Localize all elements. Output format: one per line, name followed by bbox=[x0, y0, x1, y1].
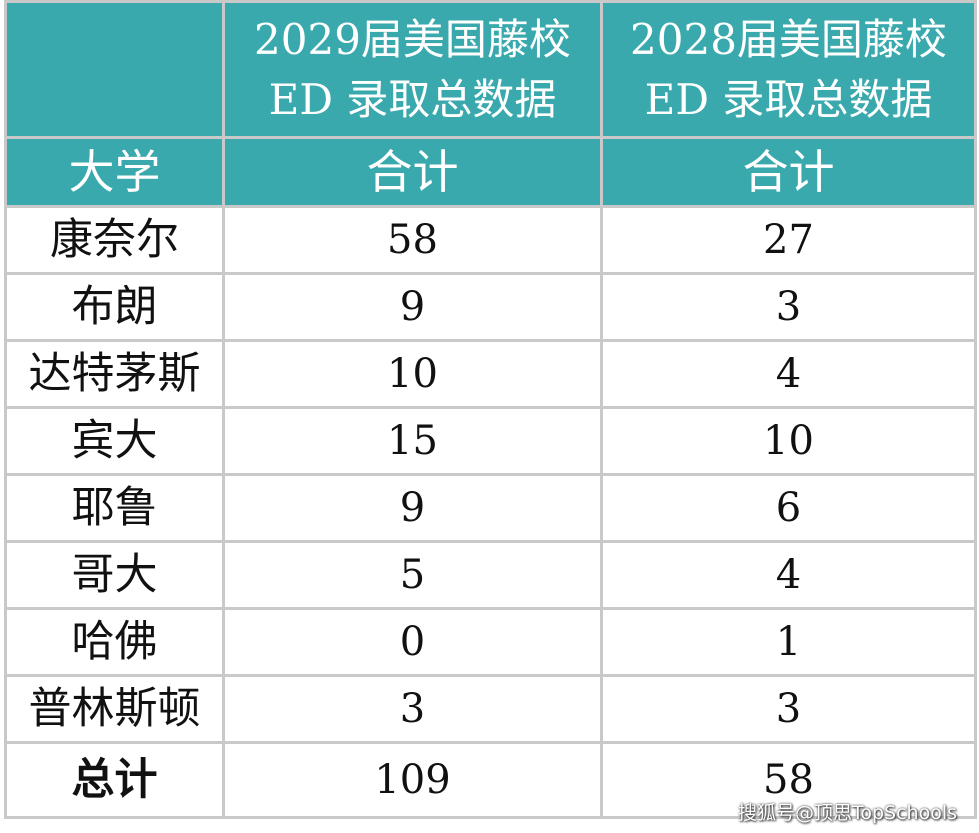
value-2028: 4 bbox=[775, 351, 802, 397]
table-row: 普林斯顿 3 3 bbox=[4, 674, 977, 744]
school-name: 耶鲁 bbox=[71, 483, 158, 533]
total-2028: 58 bbox=[763, 757, 814, 803]
watermark: 搜狐号@顶思TopSchools bbox=[737, 802, 957, 824]
table-row: 耶鲁 9 6 bbox=[4, 473, 977, 543]
header-2029-line1: 2029届美国藤校 bbox=[254, 14, 571, 64]
total-row: 总计 109 58 bbox=[4, 741, 977, 819]
table-row: 达特茅斯 10 4 bbox=[4, 339, 977, 409]
header-school-cell: 大学 bbox=[4, 136, 225, 208]
value-2028-cell: 1 bbox=[600, 607, 977, 677]
total-2029-cell: 109 bbox=[222, 741, 603, 819]
value-2028-cell: 10 bbox=[600, 406, 977, 476]
school-name-cell: 达特茅斯 bbox=[4, 339, 225, 409]
header-2028-cell: 2028届美国藤校 ED 录取总数据 bbox=[600, 0, 977, 139]
value-2029: 58 bbox=[387, 217, 438, 263]
header-2029-cell: 2029届美国藤校 ED 录取总数据 bbox=[222, 0, 603, 139]
value-2029: 5 bbox=[399, 552, 426, 598]
school-name: 普林斯顿 bbox=[28, 684, 201, 734]
header-2028-sub-label: 合计 bbox=[742, 145, 835, 199]
header-2029-sub-cell: 合计 bbox=[222, 136, 603, 208]
table-row: 宾大 15 10 bbox=[4, 406, 977, 476]
header-row-titles: 2029届美国藤校 ED 录取总数据 2028届美国藤校 ED 录取总数据 bbox=[4, 0, 977, 139]
value-2028: 10 bbox=[763, 418, 814, 464]
value-2028-cell: 3 bbox=[600, 272, 977, 342]
school-name-cell: 哥大 bbox=[4, 540, 225, 610]
header-2028-sub-cell: 合计 bbox=[600, 136, 977, 208]
value-2029: 9 bbox=[399, 485, 426, 531]
school-name: 哈佛 bbox=[71, 617, 158, 667]
value-2028: 3 bbox=[775, 686, 802, 732]
school-name: 康奈尔 bbox=[50, 215, 179, 265]
ed-admissions-table: 2029届美国藤校 ED 录取总数据 2028届美国藤校 ED 录取总数据 大学… bbox=[4, 0, 977, 819]
total-label-cell: 总计 bbox=[4, 741, 225, 819]
header-2029-sub-label: 合计 bbox=[366, 145, 459, 199]
value-2029-cell: 9 bbox=[222, 473, 603, 543]
value-2028-cell: 3 bbox=[600, 674, 977, 744]
value-2029: 0 bbox=[399, 619, 426, 665]
header-school-label: 大学 bbox=[68, 145, 161, 199]
header-2029-line2: ED 录取总数据 bbox=[268, 74, 557, 124]
total-2029: 109 bbox=[374, 757, 451, 803]
header-2028-line1: 2028届美国藤校 bbox=[630, 14, 947, 64]
header-corner-cell bbox=[4, 0, 225, 139]
school-name: 宾大 bbox=[71, 416, 158, 466]
value-2029: 3 bbox=[399, 686, 426, 732]
value-2028: 3 bbox=[775, 284, 802, 330]
school-name: 哥大 bbox=[71, 550, 158, 600]
value-2029-cell: 3 bbox=[222, 674, 603, 744]
header-2028-line2: ED 录取总数据 bbox=[644, 74, 933, 124]
table-row: 哥大 5 4 bbox=[4, 540, 977, 610]
value-2028: 27 bbox=[763, 217, 814, 263]
school-name-cell: 康奈尔 bbox=[4, 205, 225, 275]
value-2029-cell: 10 bbox=[222, 339, 603, 409]
value-2028: 1 bbox=[775, 619, 802, 665]
school-name-cell: 哈佛 bbox=[4, 607, 225, 677]
value-2029: 9 bbox=[399, 284, 426, 330]
value-2029-cell: 5 bbox=[222, 540, 603, 610]
value-2028: 6 bbox=[775, 485, 802, 531]
total-2028-cell: 58 bbox=[600, 741, 977, 819]
value-2029: 10 bbox=[387, 351, 438, 397]
value-2029-cell: 15 bbox=[222, 406, 603, 476]
value-2028-cell: 27 bbox=[600, 205, 977, 275]
school-name-cell: 耶鲁 bbox=[4, 473, 225, 543]
table-row: 布朗 9 3 bbox=[4, 272, 977, 342]
value-2028-cell: 6 bbox=[600, 473, 977, 543]
school-name-cell: 宾大 bbox=[4, 406, 225, 476]
value-2028-cell: 4 bbox=[600, 540, 977, 610]
value-2029: 15 bbox=[387, 418, 438, 464]
value-2029-cell: 9 bbox=[222, 272, 603, 342]
school-name-cell: 布朗 bbox=[4, 272, 225, 342]
school-name: 达特茅斯 bbox=[28, 349, 201, 399]
school-name: 布朗 bbox=[71, 282, 158, 332]
value-2029-cell: 58 bbox=[222, 205, 603, 275]
value-2028: 4 bbox=[775, 552, 802, 598]
value-2029-cell: 0 bbox=[222, 607, 603, 677]
table-row: 康奈尔 58 27 bbox=[4, 205, 977, 275]
school-name-cell: 普林斯顿 bbox=[4, 674, 225, 744]
table-row: 哈佛 0 1 bbox=[4, 607, 977, 677]
value-2028-cell: 4 bbox=[600, 339, 977, 409]
total-label: 总计 bbox=[71, 755, 158, 805]
header-row-sub: 大学 合计 合计 bbox=[4, 136, 977, 208]
